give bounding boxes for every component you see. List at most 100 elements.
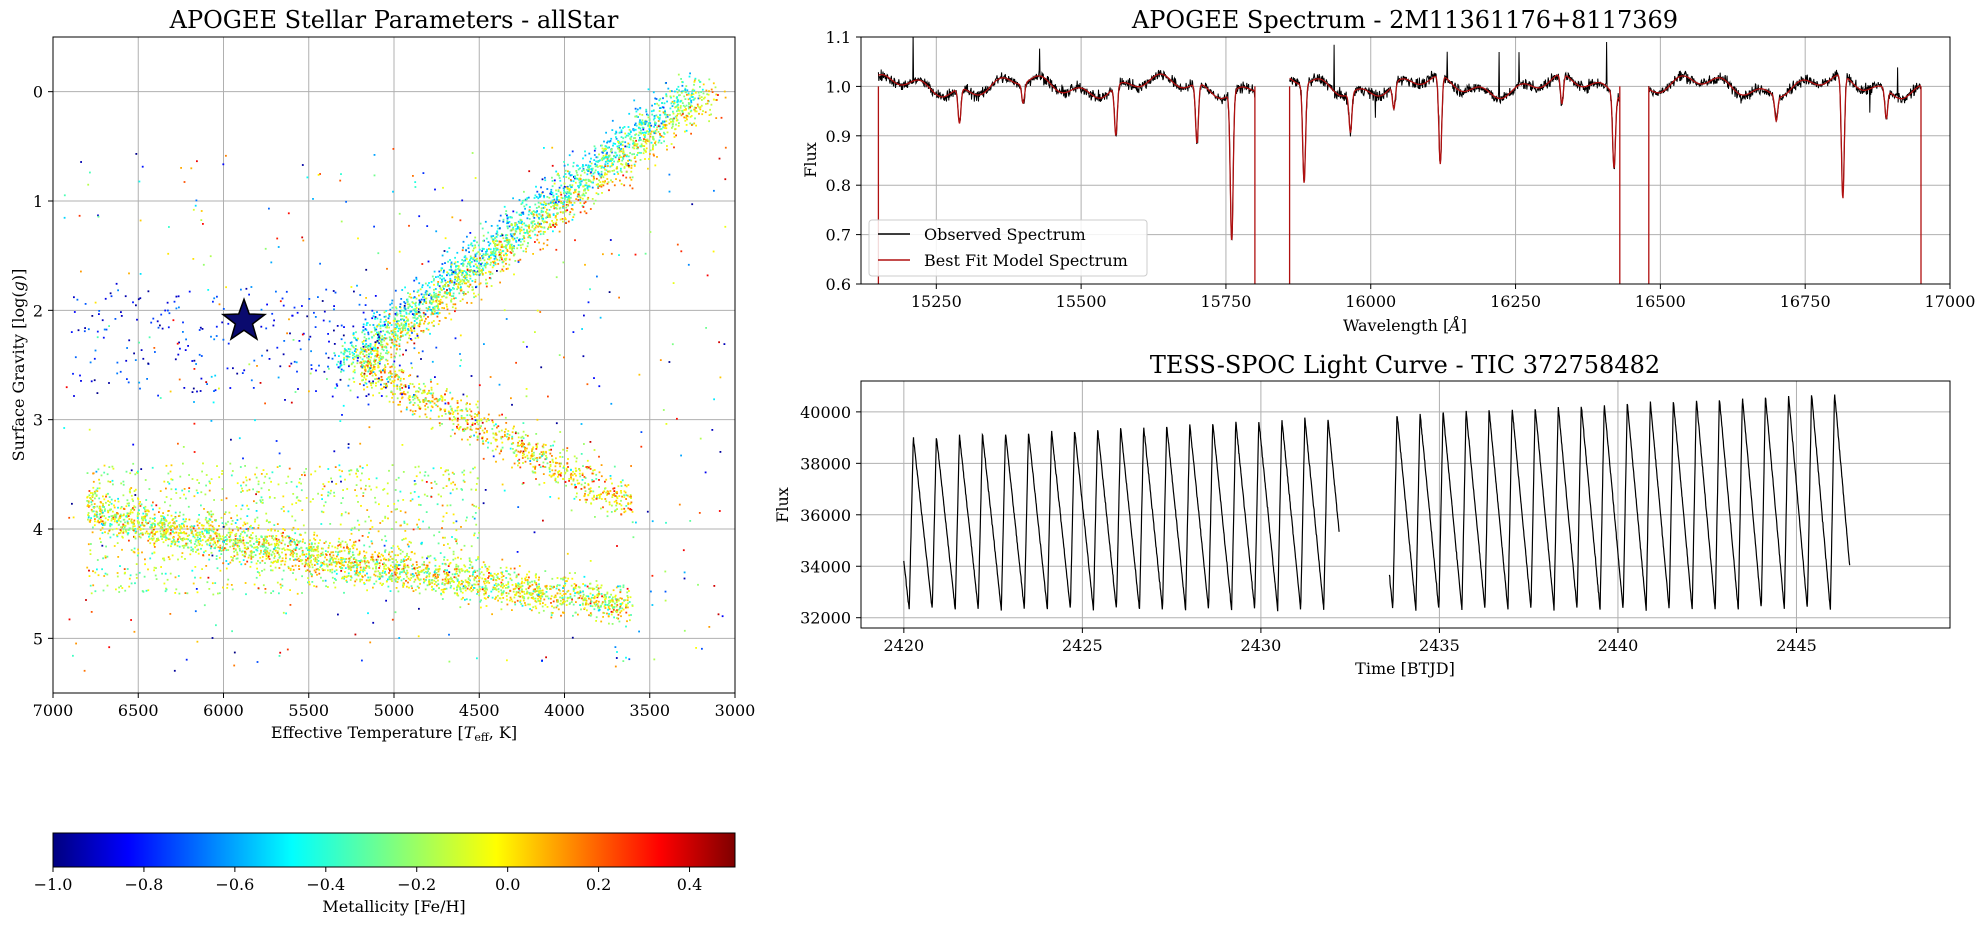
star-point: [430, 297, 433, 300]
star-point: [546, 244, 549, 247]
star-point: [693, 81, 696, 83]
star-point: [693, 89, 696, 92]
star-point: [443, 572, 446, 575]
star-point: [369, 352, 372, 354]
star-point: [545, 587, 548, 589]
star-point: [535, 590, 538, 593]
star-point: [698, 97, 701, 100]
star-point: [481, 270, 483, 272]
star-point: [594, 163, 597, 165]
star-point: [559, 474, 562, 477]
star-point: [220, 553, 223, 555]
star-point: [617, 139, 619, 142]
star-point: [690, 109, 693, 112]
star-point: [533, 451, 535, 454]
star-point: [591, 480, 594, 483]
star-point: [658, 139, 661, 142]
star-point: [408, 375, 410, 377]
star-point: [268, 553, 271, 555]
star-point: [628, 590, 630, 592]
star-point: [530, 212, 533, 215]
star-point: [569, 211, 572, 213]
star-point: [450, 295, 453, 297]
star-point: [390, 365, 393, 368]
star-point: [494, 438, 497, 441]
star-point: [293, 552, 296, 555]
star-point: [376, 331, 378, 334]
star-point: [502, 237, 505, 240]
star-point: [499, 281, 501, 284]
star-point: [432, 309, 434, 312]
star-point: [170, 524, 172, 527]
star-point: [225, 549, 228, 552]
star-point: [481, 257, 484, 260]
star-point: [477, 558, 479, 560]
star-point: [366, 572, 368, 575]
star-point: [542, 465, 544, 468]
star-point: [428, 282, 430, 284]
star-point: [261, 556, 264, 558]
star-point: [465, 403, 468, 406]
star-point: [489, 263, 492, 266]
star-point: [367, 345, 370, 348]
star-point: [371, 386, 373, 389]
star-point: [609, 601, 612, 604]
star-point: [437, 293, 440, 296]
star-point: [599, 181, 602, 183]
star-point: [146, 514, 148, 517]
star-point: [407, 325, 410, 328]
star-point: [560, 202, 562, 204]
star-point: [352, 547, 355, 550]
star-point: [607, 608, 609, 611]
star-point: [267, 555, 270, 558]
star-point: [197, 552, 200, 555]
star-point: [574, 587, 577, 590]
star-point: [654, 122, 657, 125]
star-point: [506, 220, 509, 222]
star-point: [400, 559, 403, 561]
star-point: [499, 256, 502, 259]
star-point: [351, 561, 354, 564]
star-point: [584, 201, 587, 203]
star-point: [640, 121, 643, 124]
star-point: [645, 120, 648, 123]
star-point: [538, 216, 540, 219]
star-point: [93, 490, 96, 493]
star-point: [524, 434, 527, 436]
star-point: [588, 166, 591, 169]
star-point: [601, 156, 604, 159]
star-point: [521, 435, 524, 438]
star-point: [473, 434, 475, 437]
star-point: [376, 337, 379, 339]
star-point: [526, 579, 529, 581]
star-point: [535, 573, 537, 576]
star-point: [593, 469, 596, 471]
star-point: [456, 588, 458, 591]
star-point: [597, 187, 600, 189]
star-point: [639, 145, 642, 148]
star-point: [383, 565, 385, 568]
star-point: [445, 317, 447, 319]
star-point: [124, 521, 126, 524]
star-point: [295, 578, 297, 581]
star-point: [511, 228, 514, 230]
star-point: [712, 98, 715, 101]
star-point: [581, 170, 583, 172]
star-point: [402, 324, 405, 327]
star-point: [500, 429, 503, 432]
star-point: [241, 531, 244, 533]
star-point: [566, 462, 569, 464]
star-point: [403, 325, 406, 327]
star-point: [414, 572, 417, 575]
star-point: [634, 122, 637, 125]
star-point: [477, 270, 479, 273]
star-point: [551, 176, 553, 179]
star-point: [426, 293, 429, 296]
star-point: [532, 590, 535, 593]
star-point: [139, 505, 142, 507]
star-point: [285, 557, 287, 560]
star-point: [606, 591, 609, 594]
star-point: [495, 257, 497, 260]
star-point: [465, 249, 467, 252]
star-point: [691, 124, 693, 126]
